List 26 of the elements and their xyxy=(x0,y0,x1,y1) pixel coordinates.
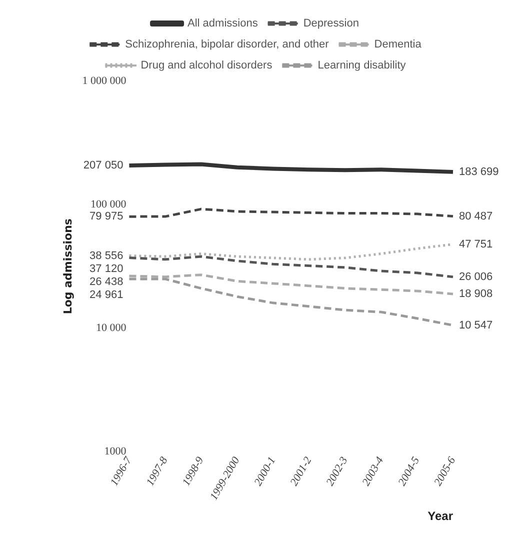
y-tick-label: 10 000 xyxy=(96,322,127,334)
data-label: 26 006 xyxy=(459,270,493,283)
legend-label: Depression xyxy=(303,18,359,30)
x-axis-title: Year xyxy=(428,509,454,524)
legend-label: Schizophrenia, bipolar disorder, and other xyxy=(125,38,330,51)
y-axis-title: Log admissions xyxy=(61,218,74,314)
data-label: 37 120 xyxy=(90,262,124,275)
data-label: 38 556 xyxy=(90,250,124,262)
line-series xyxy=(128,208,454,218)
data-label: 183 699 xyxy=(459,166,499,178)
y-tick-label: 100 000 xyxy=(90,198,127,210)
data-label: 47 751 xyxy=(459,238,493,250)
legend-label: Learning disability xyxy=(318,60,406,72)
data-label: 10 547 xyxy=(459,319,493,332)
data-label: 79 975 xyxy=(90,210,124,223)
line-series xyxy=(128,255,454,278)
data-label: 80 487 xyxy=(459,210,493,222)
data-label: 18 908 xyxy=(459,288,493,300)
legend-label: Dementia xyxy=(374,38,422,51)
data-label: 24 961 xyxy=(90,288,124,301)
legend-label: Drug and alcohol disorders xyxy=(140,60,273,72)
data-label: 26 438 xyxy=(90,276,124,288)
legend-label: All admissions xyxy=(188,18,258,30)
y-tick-label: 1 000 000 xyxy=(82,74,127,87)
data-label: 207 050 xyxy=(83,160,124,172)
line-series xyxy=(128,274,454,296)
